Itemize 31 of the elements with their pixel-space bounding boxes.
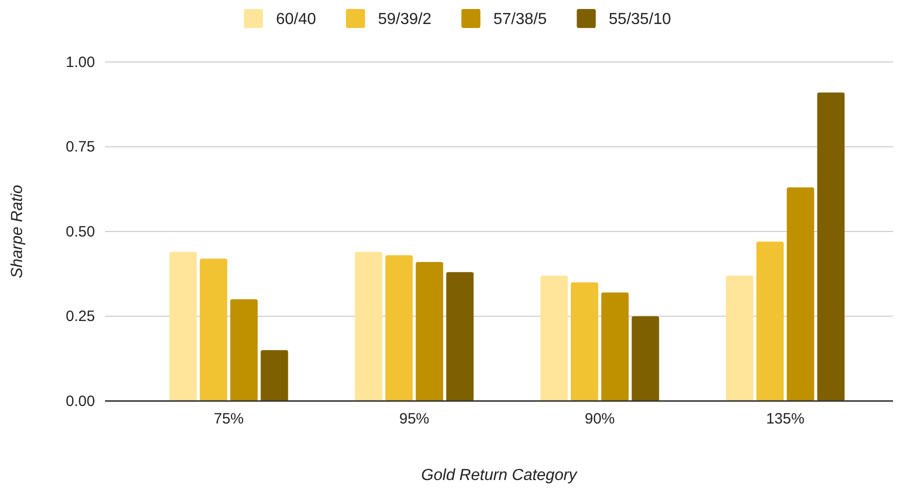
x-tick-label: 95% — [399, 410, 430, 428]
bar — [726, 276, 754, 401]
legend-label: 59/39/2 — [378, 11, 432, 28]
bar — [446, 272, 474, 401]
bar — [200, 258, 228, 401]
bar — [416, 262, 444, 401]
bar — [354, 252, 382, 401]
y-tick-label: 0.00 — [66, 392, 95, 410]
bar — [601, 292, 629, 401]
bar — [756, 242, 784, 401]
bar — [632, 316, 660, 401]
bar — [260, 350, 288, 401]
y-tick-label: 0.75 — [66, 138, 95, 156]
x-axis-title: Gold Return Category — [421, 467, 578, 484]
bar — [385, 255, 413, 401]
legend-label: 57/38/5 — [493, 11, 547, 28]
bar — [540, 276, 568, 401]
x-tick-label: 135% — [766, 410, 804, 428]
bar — [786, 187, 814, 401]
bar — [230, 299, 258, 401]
legend-label: 60/40 — [276, 11, 316, 28]
x-tick-label: 75% — [214, 410, 244, 428]
bar — [817, 92, 845, 401]
y-tick-label: 1.00 — [66, 54, 95, 71]
legend-label: 55/35/10 — [608, 11, 672, 28]
y-tick-label: 0.50 — [66, 223, 95, 240]
bar — [169, 252, 197, 401]
y-axis-title: Sharpe Ratio — [9, 184, 26, 278]
x-tick-label: 90% — [584, 410, 615, 428]
bar — [570, 282, 598, 401]
y-tick-label: 0.25 — [66, 308, 95, 326]
